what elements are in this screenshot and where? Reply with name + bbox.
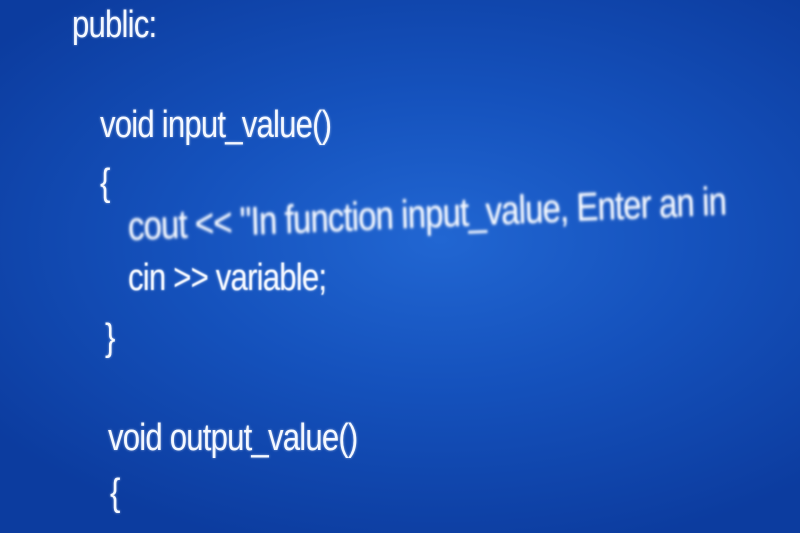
code-line: { (100, 162, 110, 204)
code-line: cin >> variable; (128, 257, 327, 299)
code-line: public: (72, 4, 157, 46)
code-line: } (105, 317, 115, 359)
code-line: void input_value() (100, 104, 332, 146)
code-line: void output_value() (108, 417, 358, 459)
code-line: cout << "In function input_value, Enter … (127, 179, 727, 249)
code-line: { (110, 472, 120, 514)
